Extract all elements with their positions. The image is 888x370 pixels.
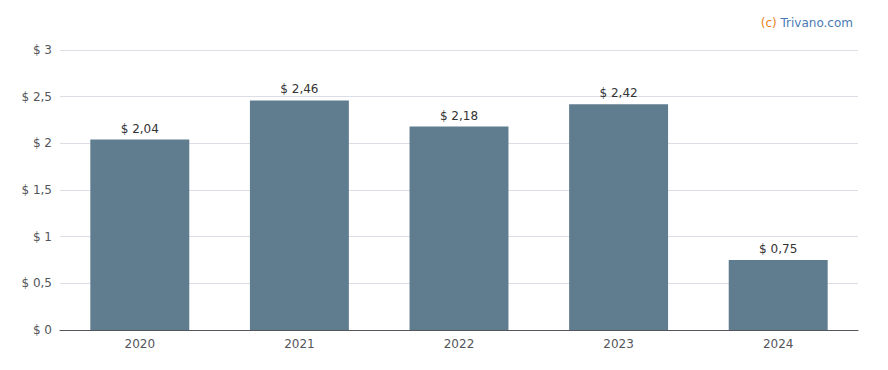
svg-text:2020: 2020 xyxy=(125,337,156,351)
svg-text:$ 1: $ 1 xyxy=(33,230,52,244)
svg-text:$ 0,75: $ 0,75 xyxy=(759,242,797,256)
svg-text:2024: 2024 xyxy=(763,337,794,351)
svg-text:2022: 2022 xyxy=(444,337,475,351)
svg-text:$ 2: $ 2 xyxy=(33,136,52,150)
svg-text:$ 3: $ 3 xyxy=(33,43,52,57)
svg-text:$ 2,42: $ 2,42 xyxy=(600,86,638,100)
svg-text:Trivano.com: Trivano.com xyxy=(777,16,853,30)
svg-text:$ 0,5: $ 0,5 xyxy=(21,276,52,290)
svg-text:$ 2,5: $ 2,5 xyxy=(21,90,52,104)
svg-text:2021: 2021 xyxy=(284,337,315,351)
svg-text:2023: 2023 xyxy=(603,337,634,351)
svg-text:$ 1,5: $ 1,5 xyxy=(21,183,52,197)
svg-text:$ 2,04: $ 2,04 xyxy=(121,122,159,136)
svg-text:(c): (c) xyxy=(761,16,777,30)
svg-text:$ 2,46: $ 2,46 xyxy=(280,82,318,96)
svg-text:$ 2,18: $ 2,18 xyxy=(440,109,478,123)
svg-text:$ 0: $ 0 xyxy=(33,323,52,337)
